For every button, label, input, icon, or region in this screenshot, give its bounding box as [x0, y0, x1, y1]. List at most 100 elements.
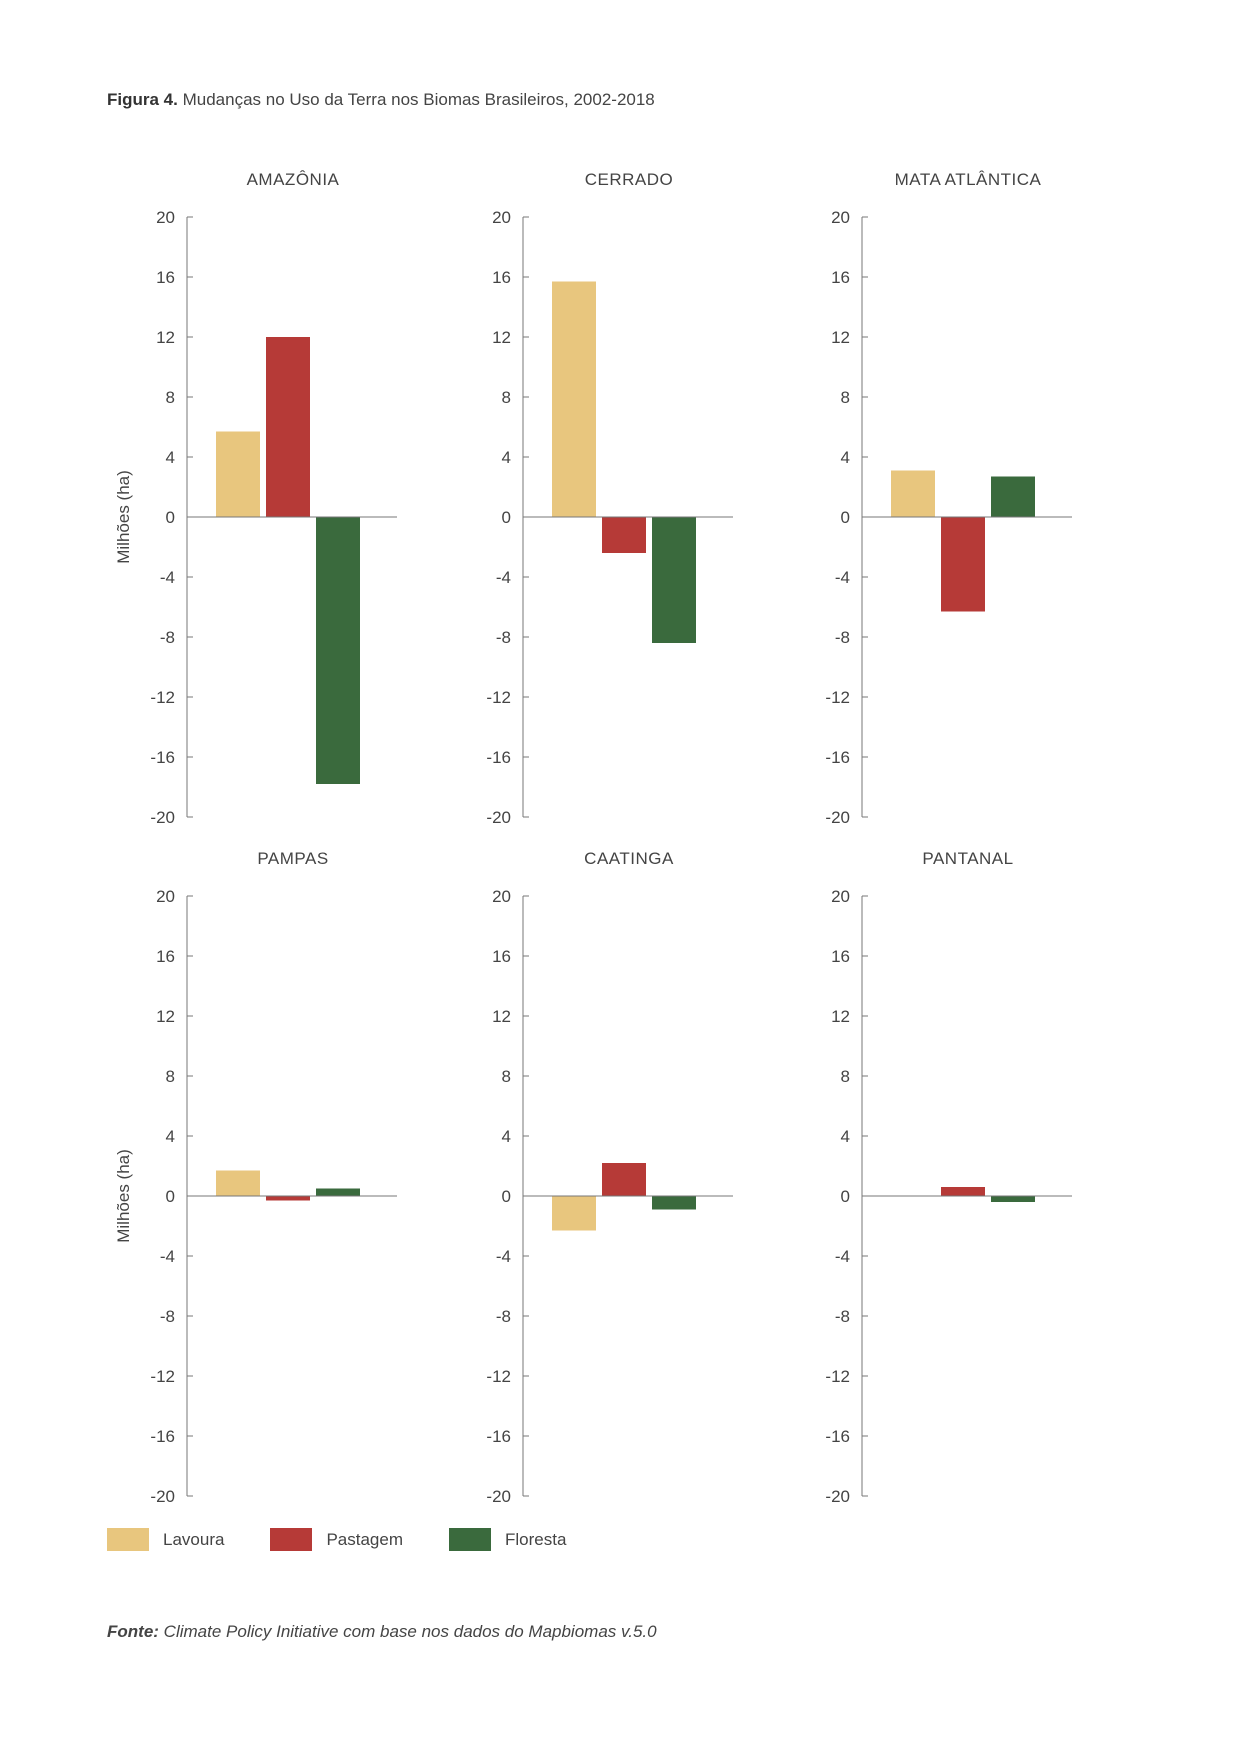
- y-tick-label-amazonia: -20: [150, 808, 175, 827]
- y-tick-label-cerrado: -20: [486, 808, 511, 827]
- legend-label-pastagem: Pastagem: [326, 1529, 403, 1549]
- y-tick-label-amazonia: 8: [166, 388, 175, 407]
- y-tick-label-amazonia: -8: [160, 628, 175, 647]
- y-tick-label-mata-atlantica: -8: [835, 628, 850, 647]
- y-tick-label-pantanal: 12: [831, 1007, 850, 1026]
- y-tick-label-cerrado: 4: [502, 448, 511, 467]
- y-axis-label-pampas: Milhões (ha): [114, 1149, 133, 1243]
- y-tick-label-pampas: 12: [156, 1007, 175, 1026]
- y-tick-label-pantanal: -4: [835, 1247, 850, 1266]
- source-note: Fonte: Climate Policy Initiative com bas…: [107, 1622, 657, 1642]
- y-tick-label-mata-atlantica: 8: [841, 388, 850, 407]
- y-tick-label-caatinga: 8: [502, 1067, 511, 1086]
- y-tick-label-pampas: 0: [166, 1187, 175, 1206]
- y-tick-label-amazonia: -12: [150, 688, 175, 707]
- y-tick-label-pantanal: 16: [831, 947, 850, 966]
- bar-amazonia-lavoura: [216, 431, 260, 517]
- y-tick-label-pantanal: 0: [841, 1187, 850, 1206]
- y-tick-label-mata-atlantica: 0: [841, 508, 850, 527]
- y-tick-label-mata-atlantica: -16: [825, 748, 850, 767]
- y-tick-label-mata-atlantica: 4: [841, 448, 850, 467]
- legend-label-lavoura: Lavoura: [163, 1529, 225, 1549]
- y-tick-label-pampas: 4: [166, 1127, 175, 1146]
- chart-title-caatinga: CAATINGA: [584, 849, 674, 868]
- y-tick-label-cerrado: 20: [492, 208, 511, 227]
- bar-amazonia-pastagem: [266, 337, 310, 517]
- legend-item-lavoura: Lavoura: [107, 1528, 224, 1551]
- chart-title-amazonia: AMAZÔNIA: [247, 170, 340, 189]
- bar-cerrado-floresta: [652, 517, 696, 643]
- bar-mata-atlantica-floresta: [991, 476, 1035, 517]
- bar-caatinga-lavoura: [552, 1196, 596, 1231]
- y-tick-label-mata-atlantica: -12: [825, 688, 850, 707]
- y-tick-label-pampas: -20: [150, 1487, 175, 1506]
- y-tick-label-caatinga: -16: [486, 1427, 511, 1446]
- y-tick-label-pampas: -12: [150, 1367, 175, 1386]
- bar-cerrado-pastagem: [602, 517, 646, 553]
- y-tick-label-amazonia: 12: [156, 328, 175, 347]
- y-tick-label-amazonia: 4: [166, 448, 175, 467]
- y-tick-label-pantanal: 8: [841, 1067, 850, 1086]
- y-tick-label-cerrado: 0: [502, 508, 511, 527]
- y-tick-label-pampas: 16: [156, 947, 175, 966]
- y-tick-label-cerrado: 8: [502, 388, 511, 407]
- bar-cerrado-lavoura: [552, 281, 596, 517]
- y-tick-label-cerrado: 16: [492, 268, 511, 287]
- bar-mata-atlantica-pastagem: [941, 517, 985, 612]
- bar-caatinga-floresta: [652, 1196, 696, 1210]
- y-tick-label-mata-atlantica: 16: [831, 268, 850, 287]
- y-tick-label-mata-atlantica: -20: [825, 808, 850, 827]
- bar-amazonia-floresta: [316, 517, 360, 784]
- y-tick-label-mata-atlantica: 12: [831, 328, 850, 347]
- bar-pampas-floresta: [316, 1188, 360, 1196]
- y-tick-label-caatinga: 12: [492, 1007, 511, 1026]
- chart-title-pampas: PAMPAS: [257, 849, 328, 868]
- y-tick-label-caatinga: -8: [496, 1307, 511, 1326]
- y-tick-label-mata-atlantica: 20: [831, 208, 850, 227]
- bar-pampas-lavoura: [216, 1170, 260, 1196]
- chart-title-cerrado: CERRADO: [585, 170, 674, 189]
- y-tick-label-caatinga: 0: [502, 1187, 511, 1206]
- y-tick-label-caatinga: -4: [496, 1247, 511, 1266]
- y-tick-label-cerrado: -4: [496, 568, 511, 587]
- figure-title-text: Mudanças no Uso da Terra nos Biomas Bras…: [182, 90, 655, 109]
- bar-pampas-pastagem: [266, 1196, 310, 1201]
- legend: Lavoura Pastagem Floresta: [107, 1528, 612, 1551]
- y-tick-label-caatinga: 16: [492, 947, 511, 966]
- y-tick-label-pantanal: 4: [841, 1127, 850, 1146]
- bar-mata-atlantica-lavoura: [891, 470, 935, 517]
- legend-label-floresta: Floresta: [504, 1529, 567, 1549]
- y-tick-label-caatinga: 20: [492, 887, 511, 906]
- y-tick-label-caatinga: 4: [502, 1127, 511, 1146]
- y-tick-label-cerrado: -16: [486, 748, 511, 767]
- legend-swatch-lavoura: [107, 1528, 149, 1551]
- source-label: Fonte:: [107, 1622, 159, 1641]
- y-tick-label-amazonia: 0: [166, 508, 175, 527]
- y-tick-label-cerrado: 12: [492, 328, 511, 347]
- bar-caatinga-pastagem: [602, 1163, 646, 1196]
- legend-swatch-floresta: [448, 1528, 491, 1551]
- y-tick-label-cerrado: -12: [486, 688, 511, 707]
- y-tick-label-pantanal: -12: [825, 1367, 850, 1386]
- legend-item-floresta: Floresta: [448, 1528, 567, 1551]
- y-axis-label-amazonia: Milhões (ha): [114, 470, 133, 564]
- y-tick-label-pampas: 20: [156, 887, 175, 906]
- y-tick-label-caatinga: -20: [486, 1487, 511, 1506]
- y-tick-label-amazonia: 16: [156, 268, 175, 287]
- y-tick-label-amazonia: -4: [160, 568, 175, 587]
- chart-title-mata-atlantica: MATA ATLÂNTICA: [895, 170, 1042, 189]
- y-tick-label-mata-atlantica: -4: [835, 568, 850, 587]
- source-text: Climate Policy Initiative com base nos d…: [163, 1622, 657, 1641]
- figure-title: Figura 4. Mudanças no Uso da Terra nos B…: [107, 90, 655, 110]
- y-tick-label-pantanal: -16: [825, 1427, 850, 1446]
- bar-pantanal-pastagem: [941, 1187, 985, 1196]
- bar-pantanal-floresta: [991, 1196, 1035, 1202]
- figure-label: Figura 4.: [107, 90, 178, 109]
- y-tick-label-pampas: -8: [160, 1307, 175, 1326]
- y-tick-label-amazonia: 20: [156, 208, 175, 227]
- y-tick-label-pantanal: -8: [835, 1307, 850, 1326]
- y-tick-label-pampas: -4: [160, 1247, 175, 1266]
- y-tick-label-amazonia: -16: [150, 748, 175, 767]
- y-tick-label-pantanal: 20: [831, 887, 850, 906]
